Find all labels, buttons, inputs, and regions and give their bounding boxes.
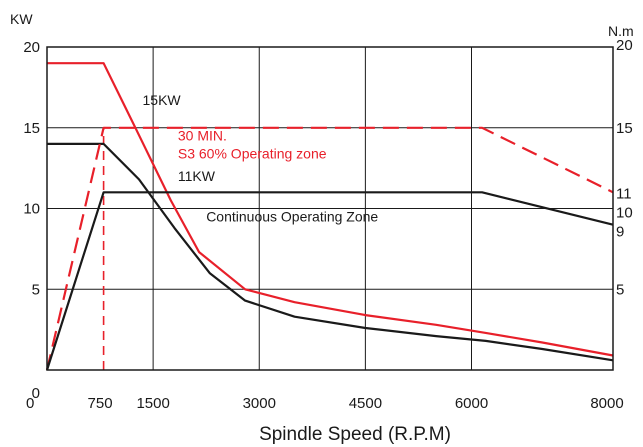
- annotation-2: S3 60% Operating zone: [178, 145, 327, 161]
- y-right-tick-label-20: 20: [616, 37, 633, 54]
- series-line-2: [45, 126, 614, 371]
- y-left-tick-label-0: 0: [32, 385, 40, 402]
- plot-frame: [46, 46, 614, 371]
- y-right-tick-label-10: 10: [616, 205, 633, 222]
- x-tick-label-4500: 4500: [349, 395, 382, 412]
- x-axis-label: Spindle Speed (R.P.M): [259, 424, 451, 445]
- y-left-tick-label-5: 5: [32, 281, 40, 298]
- series-layer: [45, 62, 614, 371]
- x-tick-label-1500: 1500: [136, 395, 169, 412]
- annotation-1: 30 MIN.: [178, 128, 227, 144]
- grid-layer: [47, 47, 613, 370]
- y-left-tick-label-15: 15: [23, 120, 40, 137]
- series-line-0: [47, 62, 614, 357]
- annotation-4: Continuous Operating Zone: [206, 208, 378, 224]
- x-tick-label-3000: 3000: [243, 395, 276, 412]
- annotation-layer: 15KW 30 MIN.S3 60% Operating zone 11KW Cont…: [143, 92, 379, 224]
- left-axis-unit: KW: [10, 11, 33, 27]
- x-tick-label-750: 750: [88, 395, 113, 412]
- right-axis-unit: N.m: [608, 23, 634, 39]
- y-left-tick-label-10: 10: [23, 201, 40, 218]
- x-tick-label-8000: 8000: [590, 395, 623, 412]
- tick-label-layer: 0 750 1500 3000 4500 6000 8000 0 5 10 15 20 5 9 10 11 15…: [23, 37, 632, 412]
- annotation-3: 11KW: [178, 168, 216, 184]
- x-tick-label-0: 0: [26, 395, 34, 412]
- y-right-tick-label-11: 11: [616, 185, 632, 202]
- annotation-0: 15KW: [143, 92, 182, 108]
- y-right-tick-label-9: 9: [616, 224, 624, 241]
- y-right-tick-label-15: 15: [616, 120, 633, 137]
- y-left-tick-label-20: 20: [23, 39, 40, 56]
- series-line-3: [45, 191, 614, 371]
- x-tick-label-6000: 6000: [455, 395, 488, 412]
- series-line-1: [47, 142, 614, 362]
- y-right-tick-label-5: 5: [616, 281, 624, 298]
